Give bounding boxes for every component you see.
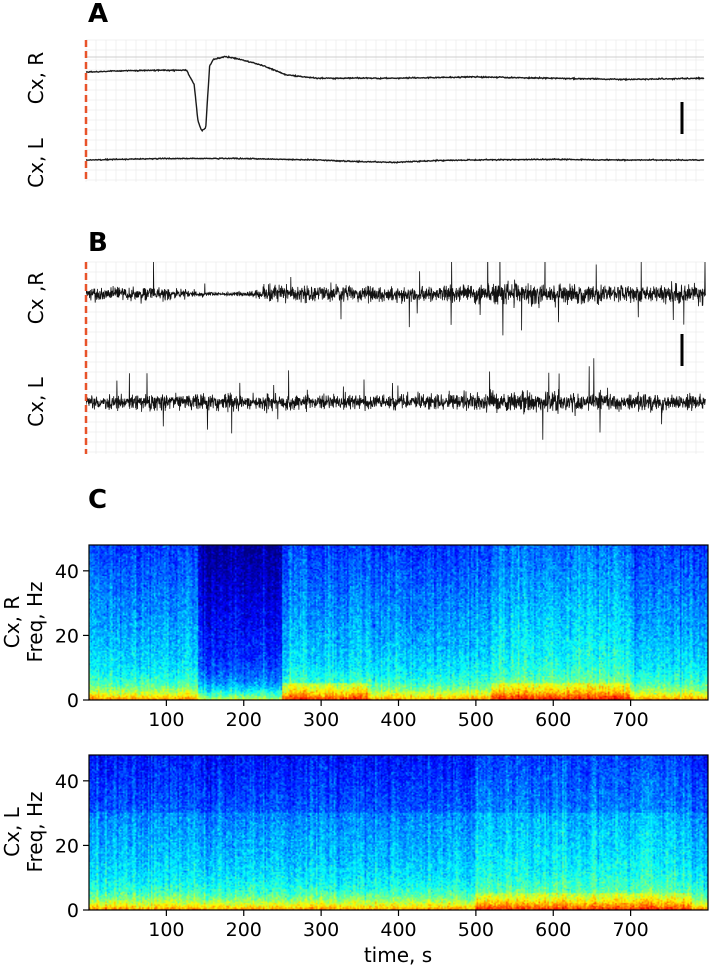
y-tick-label: 40 xyxy=(55,561,79,583)
x-tick-label: 500 xyxy=(458,709,494,731)
panel-a-grid xyxy=(85,39,704,182)
x-tick-label: 500 xyxy=(458,919,494,941)
x-tick-label: 400 xyxy=(380,919,416,941)
panel-b-channel-left-label: Cx, L xyxy=(24,376,48,427)
x-tick-label: 300 xyxy=(303,919,339,941)
panel-a-channel-left-label: Cx, L xyxy=(24,137,48,188)
x-tick-label: 200 xyxy=(226,709,262,731)
x-tick-label: 600 xyxy=(535,709,571,731)
panel-a-trace-left xyxy=(86,156,705,164)
y-tick-label: 0 xyxy=(67,690,79,712)
panel-b-channel-right-label: Cx ,R xyxy=(24,272,48,325)
panel-a-channel-right-label: Cx, R xyxy=(24,52,48,105)
x-tick-label: 600 xyxy=(535,919,571,941)
x-tick-label: 400 xyxy=(380,709,416,731)
y-tick-label: 20 xyxy=(55,835,79,857)
y-tick-label: 20 xyxy=(55,625,79,647)
x-tick-label: 700 xyxy=(612,919,648,941)
spectrogram-left-ylabel-line2: Freq, Hz xyxy=(23,791,47,872)
spectrogram-right-image xyxy=(89,545,708,700)
y-tick-label: 0 xyxy=(67,900,79,922)
panel-letter-b: B xyxy=(88,228,108,258)
panel-b-trace-right xyxy=(86,262,706,336)
panel-letter-a: A xyxy=(88,0,108,29)
spectrogram-right-axes: 100 200 300 400 500 600 700 0 20 40 xyxy=(55,561,649,731)
x-tick-label: 700 xyxy=(612,709,648,731)
x-axis-label: time, s xyxy=(364,943,432,966)
x-tick-label: 100 xyxy=(148,919,184,941)
spectrogram-right-ylabel-line1: Cx, R xyxy=(0,596,24,649)
spectrogram-left-image xyxy=(89,755,708,910)
x-tick-label: 100 xyxy=(148,709,184,731)
spectrogram-left-ylabel-line1: Cx, L xyxy=(0,806,24,857)
x-tick-label: 200 xyxy=(226,919,262,941)
panel-letter-c: C xyxy=(88,485,107,515)
x-tick-label: 300 xyxy=(303,709,339,731)
y-tick-label: 40 xyxy=(55,771,79,793)
spectrogram-right-ylabel-line2: Freq, Hz xyxy=(23,581,47,662)
panel-b-trace-left xyxy=(86,358,706,440)
spectrogram-left-axes: 100 200 300 400 500 600 700 0 20 40 xyxy=(55,771,649,941)
panel-a-trace-right xyxy=(86,55,705,133)
